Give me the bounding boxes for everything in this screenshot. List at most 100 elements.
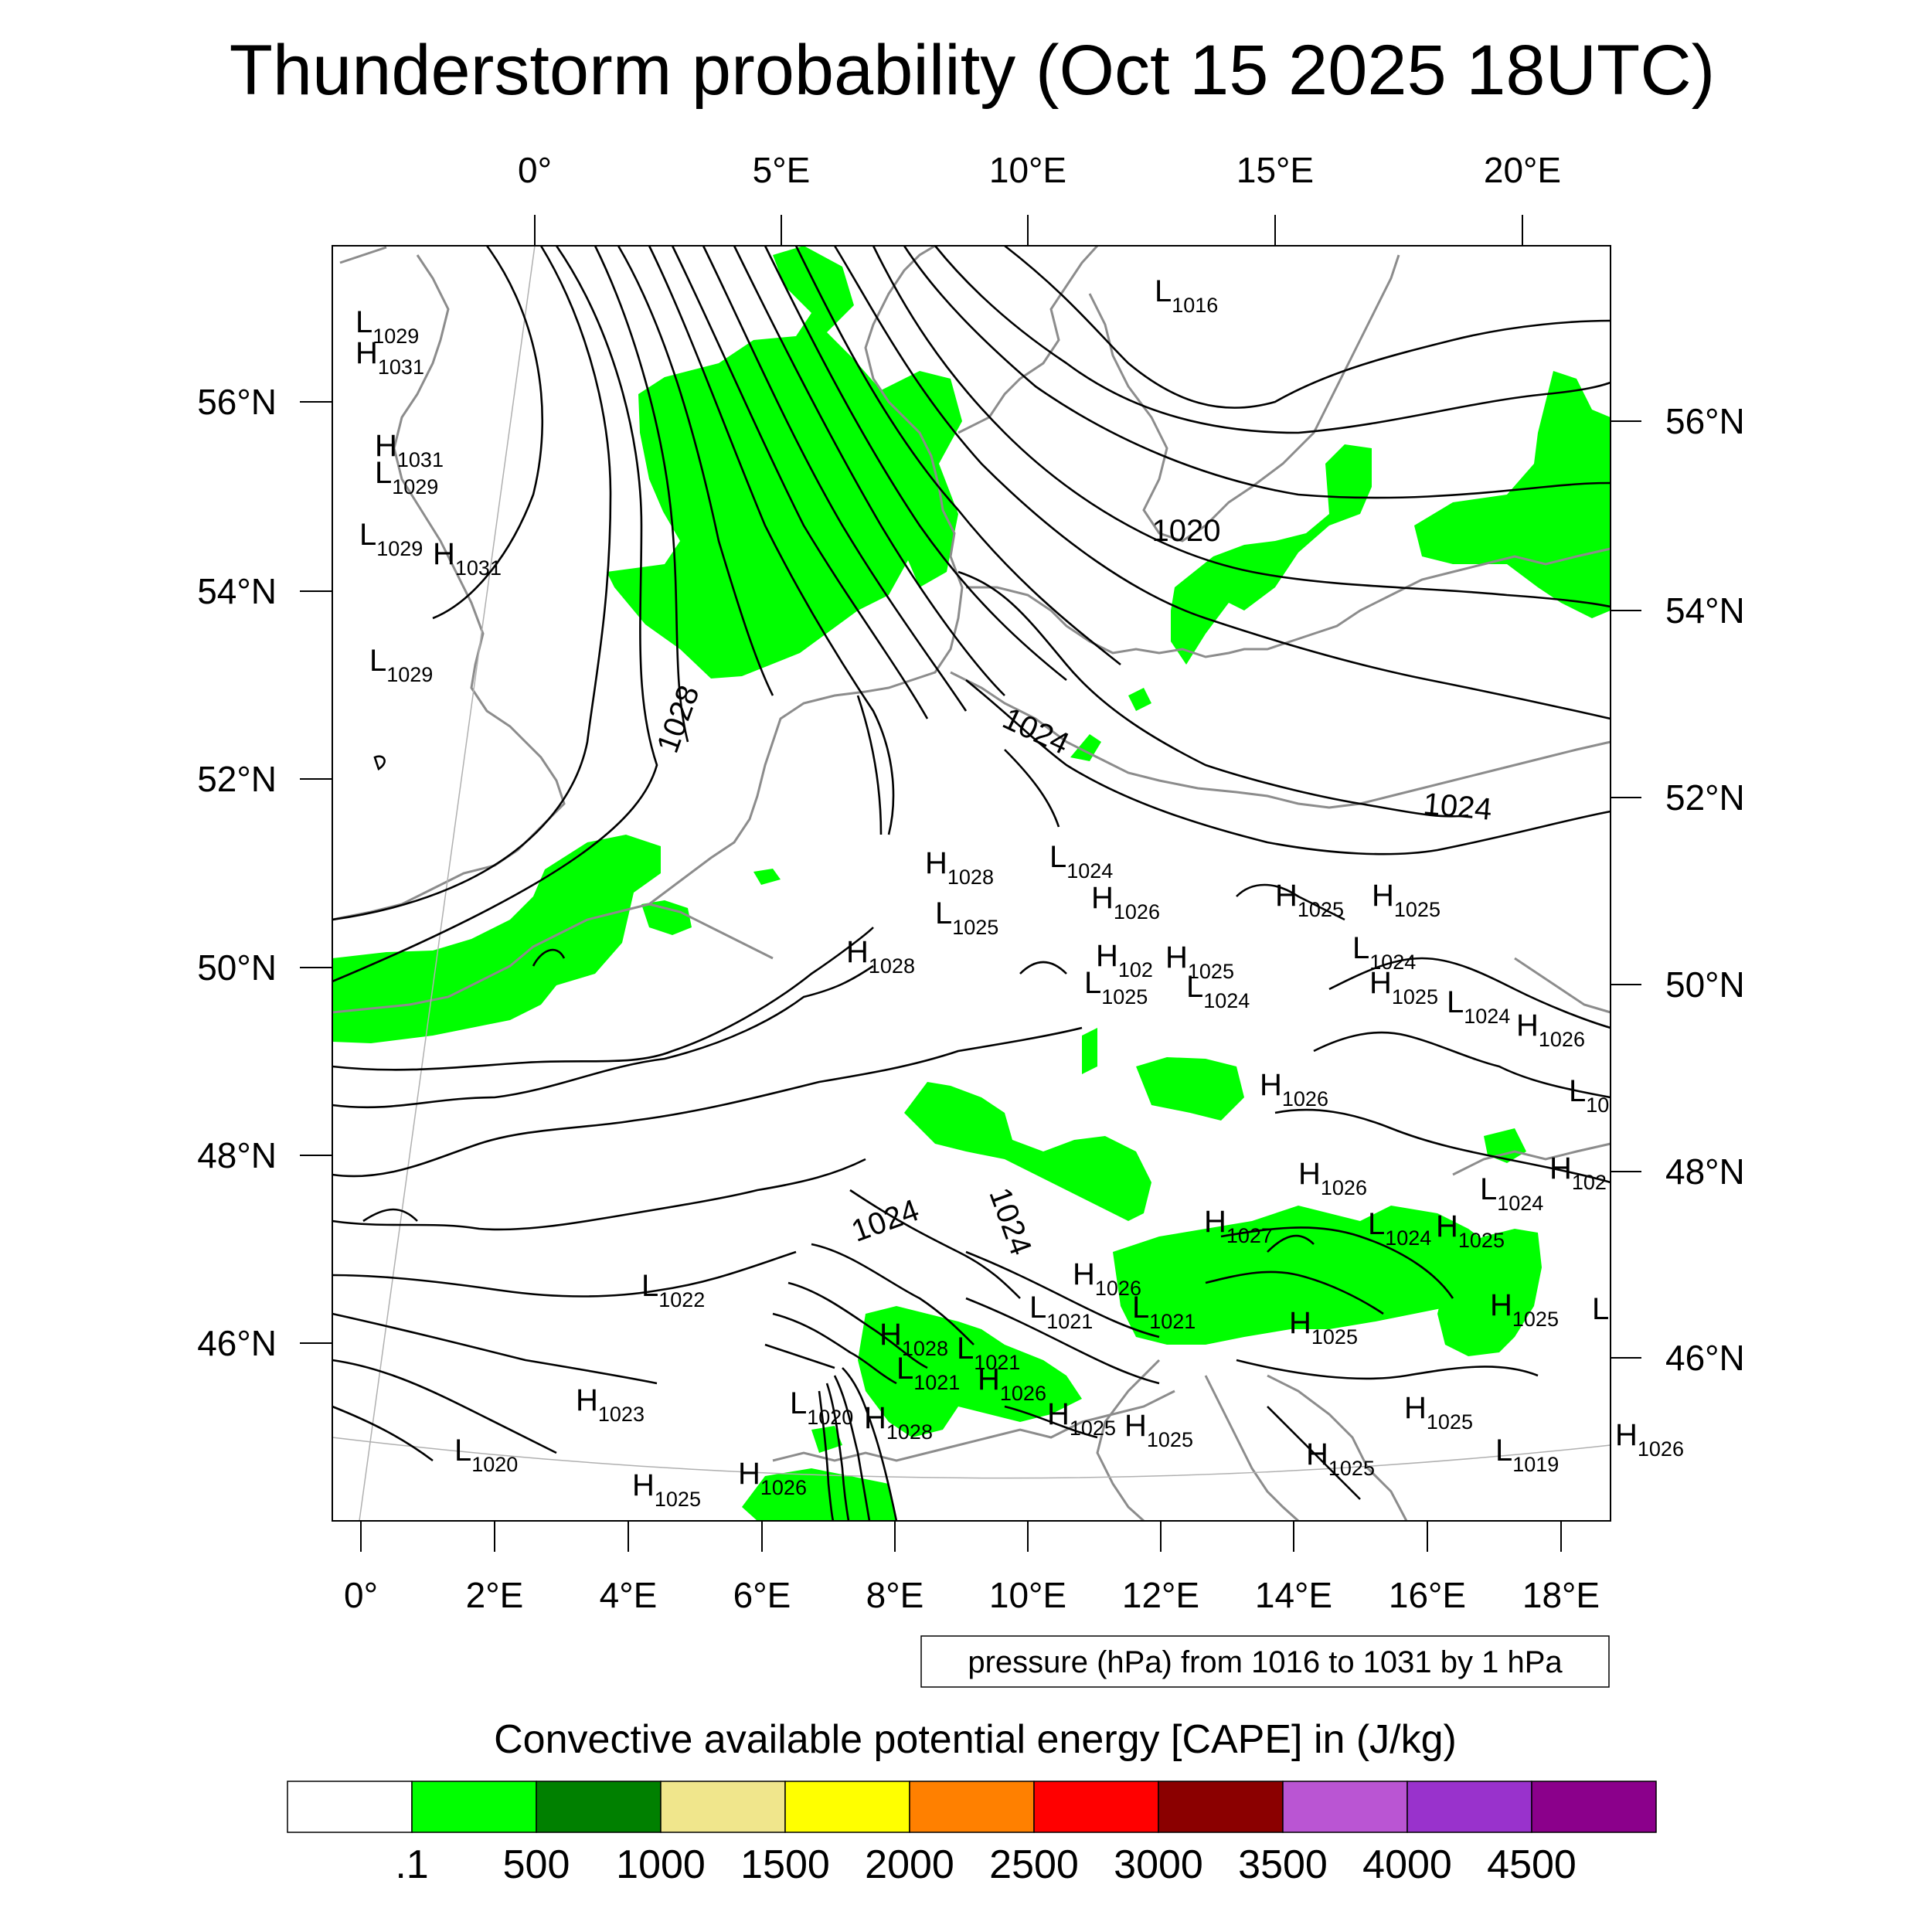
figure-title: Thunderstorm probability (Oct 15 2025 18… [230, 31, 1716, 110]
pressure-center-label: H1028 [925, 846, 994, 889]
cape-region-baltic [1171, 444, 1372, 665]
pressure-center-label: H1026 [738, 1457, 807, 1499]
colorbar-box [411, 1781, 537, 1833]
cape-region-slovakia [1484, 1128, 1526, 1163]
colorbar-box [1158, 1781, 1284, 1833]
pressure-center-label: H1025 [632, 1468, 701, 1511]
pressure-center-label: L1021 [957, 1332, 1020, 1374]
right-lat-label: 48°N [1665, 1151, 1745, 1192]
map-area: 1028 1024 1020 1024 1024 1024 L1016L1029… [332, 244, 1684, 1522]
pressure-center-label: H1025 [1047, 1397, 1116, 1440]
right-lat-label: 52°N [1665, 777, 1745, 818]
pressure-center-label: H1025 [1306, 1437, 1375, 1480]
colorbar-box [660, 1781, 786, 1833]
pressure-center-label: H1026 [1073, 1257, 1141, 1300]
pressure-center-label: H1025 [1275, 879, 1344, 921]
pressure-center-label: H102 [1096, 939, 1153, 981]
isobars [332, 244, 1611, 1522]
pressure-center-label: L1029 [359, 518, 423, 560]
map-frame [332, 245, 1611, 1522]
bottom-lon-label: 6°E [733, 1575, 791, 1615]
pressure-center-label: H1025 [1372, 879, 1440, 921]
right-lat-label: 56°N [1665, 401, 1745, 441]
top-lon-label: 10°E [989, 150, 1066, 190]
pressure-center-label: L1021 [896, 1352, 960, 1394]
colorbar-label: 4500 [1487, 1842, 1577, 1887]
cape-region-s1 [811, 1426, 842, 1453]
pressure-center-label: H1027 [1204, 1205, 1273, 1247]
colorbar-label: 3000 [1114, 1842, 1203, 1887]
colorbar-label: 1500 [740, 1842, 830, 1887]
cape-region-west [332, 835, 661, 1043]
pressure-center-label: H1025 [1436, 1209, 1505, 1252]
left-lat-label: 54°N [197, 571, 277, 611]
cape-region-alps-sw [742, 1468, 896, 1521]
colorbar-title: Convective available potential energy [C… [494, 1717, 1457, 1762]
graticule [332, 245, 1611, 1522]
top-lon-label: 20°E [1484, 150, 1561, 190]
colorbar-label: 500 [503, 1842, 570, 1887]
bottom-lon-label: 18°E [1522, 1575, 1600, 1615]
pressure-center-label: L10 [1569, 1074, 1609, 1117]
pressure-center-label: L1019 [1495, 1434, 1559, 1476]
pressure-center-label: L1025 [935, 896, 998, 939]
left-lat-label: 56°N [197, 382, 277, 422]
pressure-center-label: H1028 [864, 1401, 933, 1444]
pressure-center-label: H1025 [1369, 966, 1438, 1009]
pressure-center-label: L1024 [1447, 985, 1510, 1028]
pressure-center-label: H1028 [846, 935, 915, 978]
colorbar-box [1406, 1781, 1532, 1833]
colorbar-labels: .1 500 1000 1500 2000 2500 3000 3500 4000 4500 [395, 1842, 1577, 1887]
pressure-center-label: H1031 [433, 537, 502, 580]
top-axis-labels: 0° 5°E 10°E 15°E 20°E [518, 150, 1561, 190]
colorbar-box [536, 1781, 662, 1833]
pressure-center-label: L1029 [375, 456, 438, 498]
colorbar-label: 2000 [865, 1842, 954, 1887]
right-lat-label: 46°N [1665, 1338, 1745, 1378]
pressure-center-label: H1031 [375, 429, 444, 471]
pressure-center-label: L1025 [1084, 966, 1148, 1009]
colorbar-box [909, 1781, 1035, 1833]
pressure-center-label: H1025 [1289, 1306, 1358, 1349]
bottom-lon-label: 14°E [1255, 1575, 1332, 1615]
cape-region-baltic-small [1128, 688, 1151, 711]
info-box-text: pressure (hPa) from 1016 to 1031 by 1 hP… [968, 1645, 1563, 1679]
pressure-center-label: H1026 [1516, 1009, 1585, 1051]
bottom-lon-label: 16°E [1389, 1575, 1466, 1615]
cape-region-bohemia [1082, 1028, 1097, 1074]
pressure-center-label: L1029 [355, 305, 419, 348]
pressure-center-label: L1016 [1155, 274, 1218, 317]
left-lat-label: 52°N [197, 759, 277, 799]
pressure-center-label: L1022 [641, 1269, 705, 1311]
info-box: pressure (hPa) from 1016 to 1031 by 1 hP… [920, 1635, 1610, 1688]
coastlines [332, 244, 1611, 1522]
colorbar-label: 1000 [616, 1842, 706, 1887]
colorbar-box [287, 1781, 413, 1833]
pressure-center-label: L1021 [1029, 1291, 1093, 1333]
right-lat-label: 54°N [1665, 590, 1745, 631]
cape-region-alps [858, 1306, 1082, 1437]
cape-region-poland-east [1414, 371, 1611, 618]
left-axis [300, 401, 332, 1344]
cape-region-austria [1113, 1206, 1507, 1345]
bottom-axis-labels: 0° 2°E 4°E 6°E 8°E 10°E 12°E 14°E 16°E 1… [344, 1575, 1600, 1615]
pressure-center-label: H1028 [879, 1318, 948, 1360]
pressure-center-label: L1024 [1186, 970, 1250, 1012]
top-axis [534, 215, 1523, 246]
pressure-center-label: L1021 [1132, 1291, 1196, 1333]
pressure-center-label: L1024 [1480, 1172, 1543, 1215]
colorbar-label: 3500 [1238, 1842, 1328, 1887]
right-axis [1611, 420, 1641, 1359]
bottom-lon-label: 10°E [989, 1575, 1066, 1615]
cape-region-fr [641, 900, 692, 935]
bottom-lon-label: 8°E [866, 1575, 924, 1615]
top-lon-label: 5°E [753, 150, 811, 190]
right-axis-labels: 56°N 54°N 52°N 50°N 48°N 46°N [1665, 401, 1745, 1378]
colorbar-box [1531, 1781, 1657, 1833]
cape-shading [332, 246, 1611, 1521]
left-lat-label: 48°N [197, 1135, 277, 1175]
colorbar-label: 2500 [989, 1842, 1079, 1887]
pressure-center-label: L1020 [454, 1434, 518, 1476]
colorbar-box [784, 1781, 910, 1833]
